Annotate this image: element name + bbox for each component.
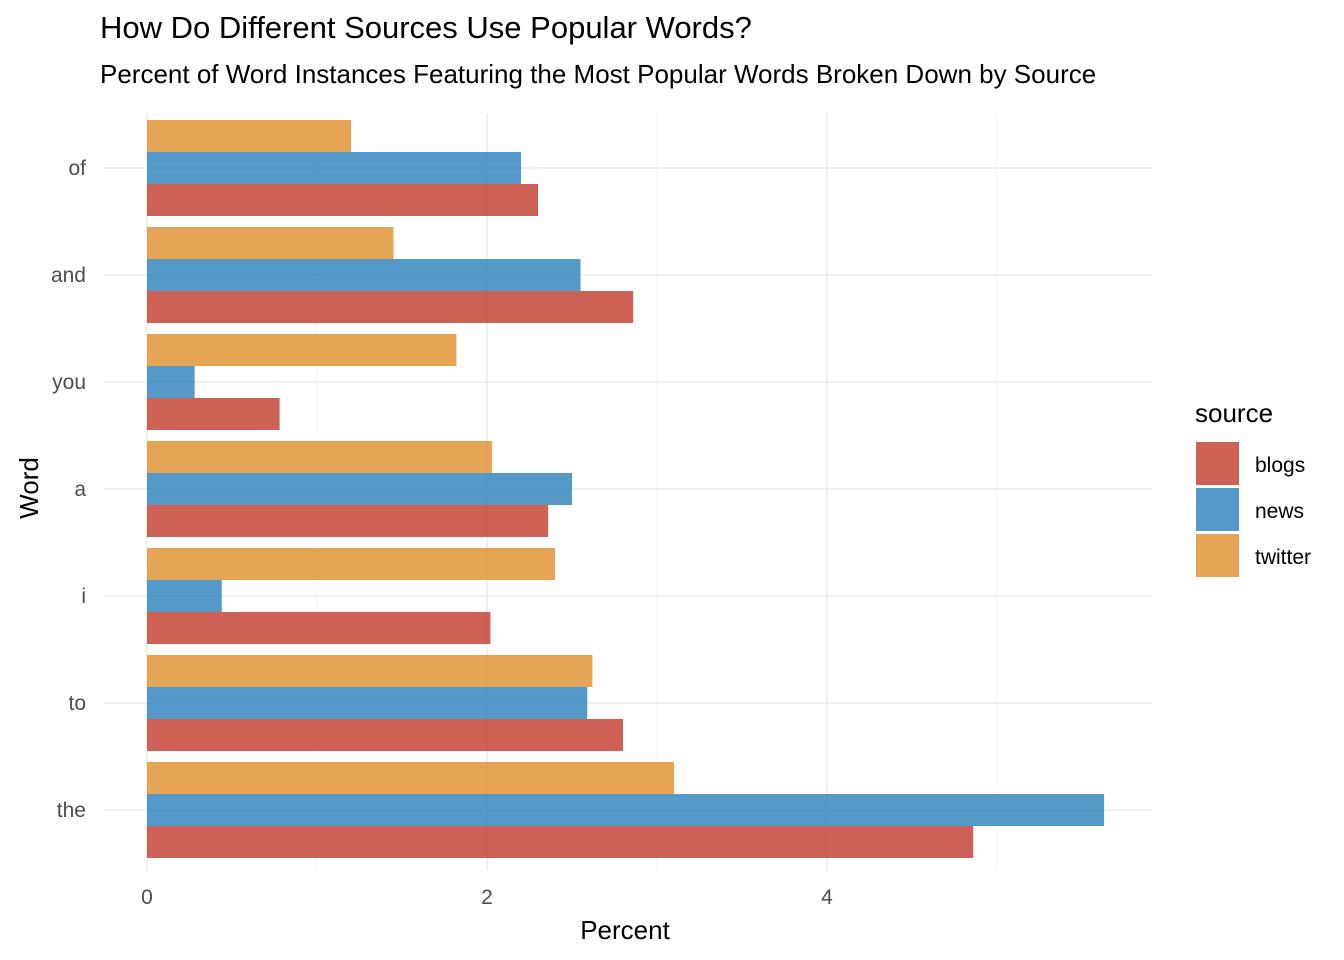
bar-twitter-to xyxy=(147,655,593,687)
legend-key-blogs xyxy=(1196,442,1239,485)
bar-blogs-i xyxy=(147,612,491,644)
legend-label-news: news xyxy=(1255,500,1304,523)
bar-news-to xyxy=(147,687,588,719)
bar-twitter-and xyxy=(147,227,394,259)
y-tick-label: and xyxy=(51,264,86,287)
bars xyxy=(147,120,1105,858)
bar-blogs-you xyxy=(147,398,280,430)
bar-twitter-the xyxy=(147,762,674,794)
bar-news-the xyxy=(147,794,1105,826)
legend-label-blogs: blogs xyxy=(1255,454,1305,477)
chart-subtitle: Percent of Word Instances Featuring the … xyxy=(100,59,1097,89)
bar-blogs-a xyxy=(147,505,549,537)
y-tick-label: of xyxy=(68,157,86,180)
x-tick-label: 0 xyxy=(141,886,153,909)
legend-key-twitter xyxy=(1196,534,1239,577)
bar-news-of xyxy=(147,152,521,184)
bar-blogs-the xyxy=(147,826,974,858)
bar-news-and xyxy=(147,259,581,291)
bar-news-a xyxy=(147,473,572,505)
legend: source blogs news twitter xyxy=(1195,398,1311,577)
bar-news-you xyxy=(147,366,195,398)
chart-title: How Do Different Sources Use Popular Wor… xyxy=(100,10,752,45)
y-tick-label: a xyxy=(74,478,86,501)
y-tick-labels: of and you a i to the xyxy=(51,157,86,822)
bar-news-i xyxy=(147,580,222,612)
bar-blogs-and xyxy=(147,291,634,323)
bar-twitter-of xyxy=(147,120,351,152)
y-tick-label: the xyxy=(57,799,86,822)
bar-blogs-of xyxy=(147,184,538,216)
bar-twitter-a xyxy=(147,441,493,473)
x-tick-label: 2 xyxy=(481,886,493,909)
x-tick-label: 4 xyxy=(821,886,833,909)
y-tick-label: to xyxy=(68,692,86,715)
y-axis-title: Word xyxy=(14,457,44,519)
y-tick-label: i xyxy=(81,585,86,608)
x-axis-title: Percent xyxy=(580,915,670,945)
y-tick-label: you xyxy=(52,371,86,394)
bar-twitter-i xyxy=(147,548,555,580)
legend-key-news xyxy=(1196,488,1239,531)
legend-title: source xyxy=(1195,398,1273,428)
bar-blogs-to xyxy=(147,719,623,751)
legend-label-twitter: twitter xyxy=(1255,546,1311,569)
x-tick-labels: 0 2 4 xyxy=(141,886,833,909)
bar-twitter-you xyxy=(147,334,457,366)
